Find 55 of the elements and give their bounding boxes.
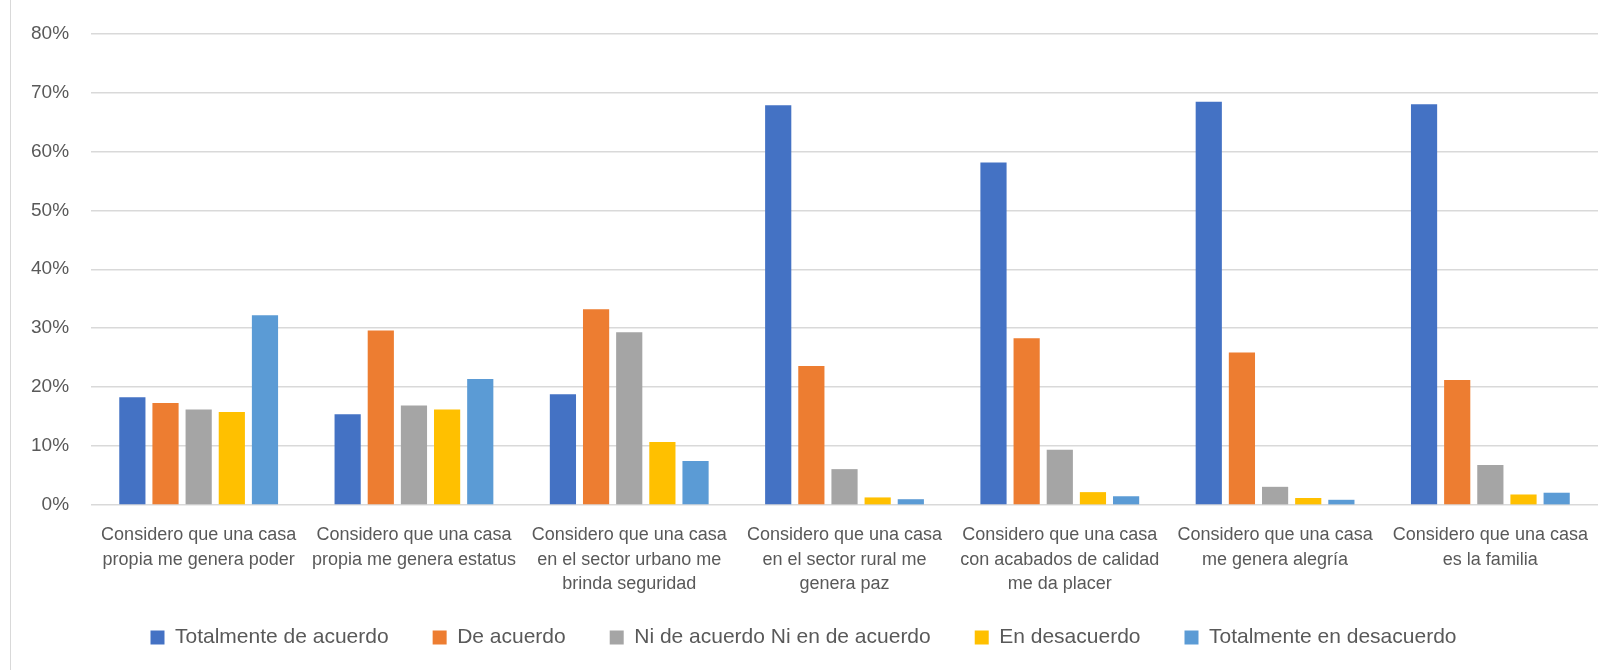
legend-label: Totalmente de acuerdo — [175, 624, 389, 648]
bar — [1295, 498, 1322, 505]
y-tick-label: 60% — [31, 139, 70, 161]
legend-label: En desacuerdo — [999, 624, 1141, 648]
y-tick-label: 50% — [31, 198, 70, 220]
bar — [1444, 380, 1471, 505]
y-tick-label: 0% — [41, 493, 70, 515]
bar — [434, 409, 461, 505]
bar — [1477, 465, 1504, 505]
y-tick-label: 40% — [31, 257, 70, 279]
legend-label: Totalmente en desacuerdo — [1209, 624, 1457, 648]
bar — [1113, 496, 1140, 505]
bar — [400, 405, 428, 505]
bar — [1013, 338, 1040, 505]
legend-label: De acuerdo — [457, 624, 566, 648]
bar — [1046, 449, 1073, 505]
bar — [1410, 104, 1438, 505]
bar — [616, 332, 643, 505]
bar — [185, 409, 212, 505]
bar — [1079, 492, 1107, 505]
y-tick-label: 20% — [31, 375, 70, 397]
bar — [1195, 101, 1222, 505]
bar — [367, 330, 394, 505]
bar — [119, 397, 146, 505]
bar — [1543, 492, 1570, 505]
bar — [251, 315, 279, 505]
bar — [549, 394, 577, 505]
bar — [980, 162, 1007, 505]
y-tick-label: 10% — [31, 434, 70, 456]
x-tick-label: Considero que una casa en el sector rural me genera paz — [746, 524, 944, 593]
bar — [1228, 352, 1256, 505]
x-tick-label: Considero que una casa es la familia — [1392, 524, 1589, 569]
legend-label: Ni de acuerdo Ni en de acuerdo — [634, 624, 931, 648]
bar — [649, 442, 676, 505]
bar — [864, 497, 891, 505]
x-tick-label: Considero que una casa propia me genera poder — [101, 524, 298, 569]
y-tick-label: 70% — [31, 80, 70, 102]
x-tick-label: Considero que una casa con acabados de calidad me da placer — [960, 524, 1160, 593]
bar — [152, 403, 179, 505]
bar — [218, 411, 245, 505]
x-tick-label: Considero que una casa propia me genera estatus — [311, 524, 517, 569]
bar — [765, 105, 792, 505]
y-tick-label: 30% — [31, 316, 70, 338]
bar — [682, 460, 709, 505]
x-tick-label: Considero que una casa en el sector urbano me brinda seguridad — [531, 524, 728, 593]
x-tick-label: Considero que una casa me genera alegría — [1177, 524, 1374, 569]
bar — [467, 378, 494, 505]
y-tick-label: 80% — [31, 21, 70, 43]
bar — [798, 365, 825, 505]
bar — [1261, 486, 1289, 505]
bar — [1510, 494, 1537, 505]
bar — [582, 309, 610, 505]
bar — [831, 469, 858, 505]
bar — [334, 414, 361, 505]
bar — [897, 499, 924, 505]
